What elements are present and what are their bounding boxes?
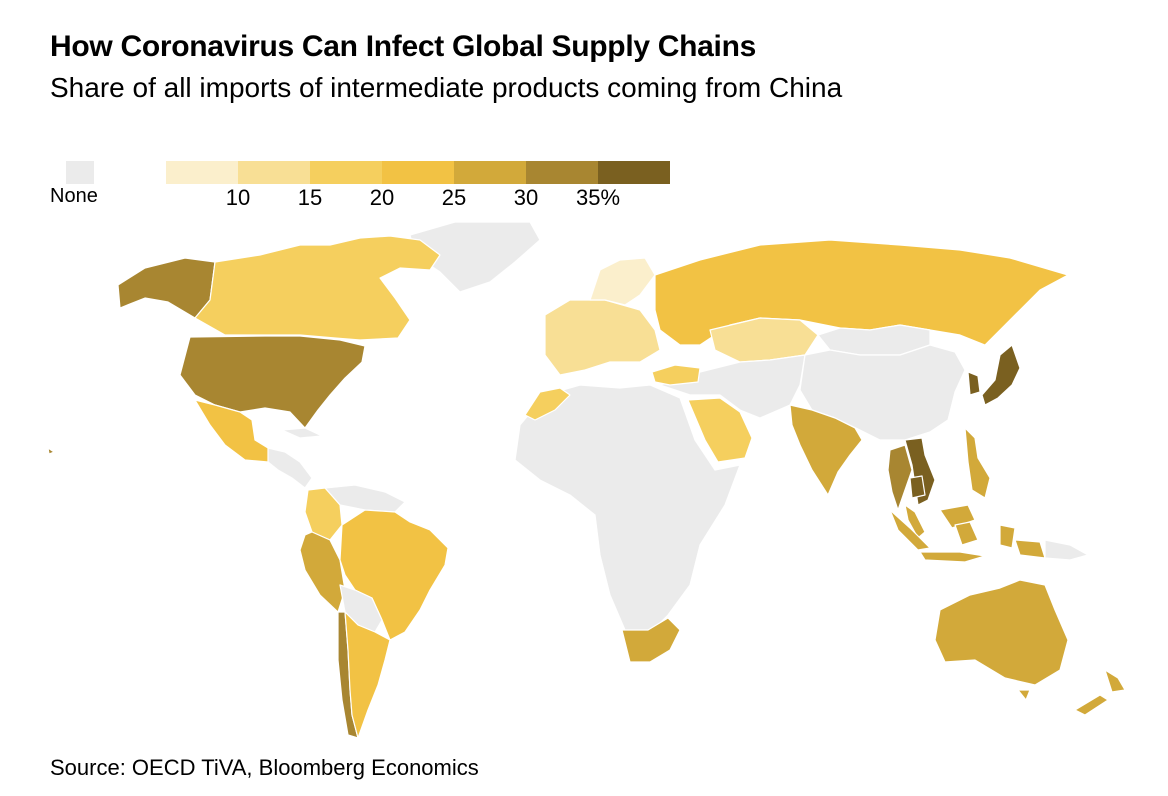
region-malaysia bbox=[904, 504, 976, 539]
chart-title: How Coronavirus Can Infect Global Supply… bbox=[50, 30, 756, 63]
legend: None 10 15 20 25 30 35% bbox=[0, 0, 1168, 230]
region-venezuela-guianas bbox=[324, 484, 406, 513]
legend-bin-25-30 bbox=[454, 161, 526, 184]
chart-subtitle: Share of all imports of intermediate pro… bbox=[50, 72, 843, 103]
region-europe bbox=[544, 299, 661, 376]
region-saudi-arabia bbox=[687, 397, 753, 463]
region-tasmania bbox=[1017, 689, 1031, 701]
region-australia bbox=[934, 579, 1069, 686]
region-morocco bbox=[524, 387, 571, 421]
region-middle-east bbox=[659, 354, 806, 419]
region-japan bbox=[981, 344, 1021, 406]
legend-bin-30-35 bbox=[526, 161, 598, 184]
region-africa bbox=[514, 384, 741, 636]
legend-tick-label: 10 bbox=[225, 185, 251, 210]
region-cambodia bbox=[909, 475, 926, 499]
legend-tick-label: 35% bbox=[575, 185, 621, 210]
region-philippines bbox=[964, 427, 991, 499]
legend-bin-35-40 bbox=[598, 161, 670, 184]
legend-tick-label: 30 bbox=[513, 185, 539, 210]
region-turkey bbox=[651, 364, 701, 386]
region-central-america bbox=[267, 447, 313, 489]
region-south-africa bbox=[621, 617, 681, 663]
legend-bin-10-15 bbox=[238, 161, 310, 184]
legend-bin-20-25 bbox=[382, 161, 454, 184]
region-united-states bbox=[179, 335, 366, 429]
region-indonesia bbox=[889, 509, 1046, 563]
region-argentina bbox=[344, 611, 391, 739]
legend-tick-label: 20 bbox=[369, 185, 395, 210]
region-hawaii bbox=[47, 447, 55, 455]
legend-tick-label: 15 bbox=[297, 185, 323, 210]
region-thailand bbox=[887, 444, 913, 511]
region-new-zealand bbox=[1074, 669, 1126, 716]
legend-bin-15-20 bbox=[310, 161, 382, 184]
legend-tick-label: 25 bbox=[441, 185, 467, 210]
region-nordics bbox=[589, 257, 656, 306]
region-peru bbox=[299, 531, 346, 613]
region-russia bbox=[654, 239, 1069, 346]
legend-none-swatch bbox=[66, 161, 94, 184]
region-canada bbox=[194, 235, 441, 341]
region-india bbox=[789, 404, 863, 496]
region-vietnam bbox=[904, 437, 936, 506]
region-papua-new-guinea bbox=[1044, 539, 1089, 561]
legend-bin-5-10 bbox=[166, 161, 238, 184]
source-note: Source: OECD TiVA, Bloomberg Economics bbox=[50, 755, 479, 780]
region-colombia bbox=[304, 487, 343, 541]
region-brazil bbox=[339, 509, 449, 641]
region-cuba bbox=[281, 427, 323, 439]
region-alaska bbox=[117, 257, 216, 319]
region-south-korea bbox=[967, 371, 981, 396]
legend-none-label: None bbox=[50, 185, 98, 207]
world-choropleth-map bbox=[47, 221, 1126, 739]
